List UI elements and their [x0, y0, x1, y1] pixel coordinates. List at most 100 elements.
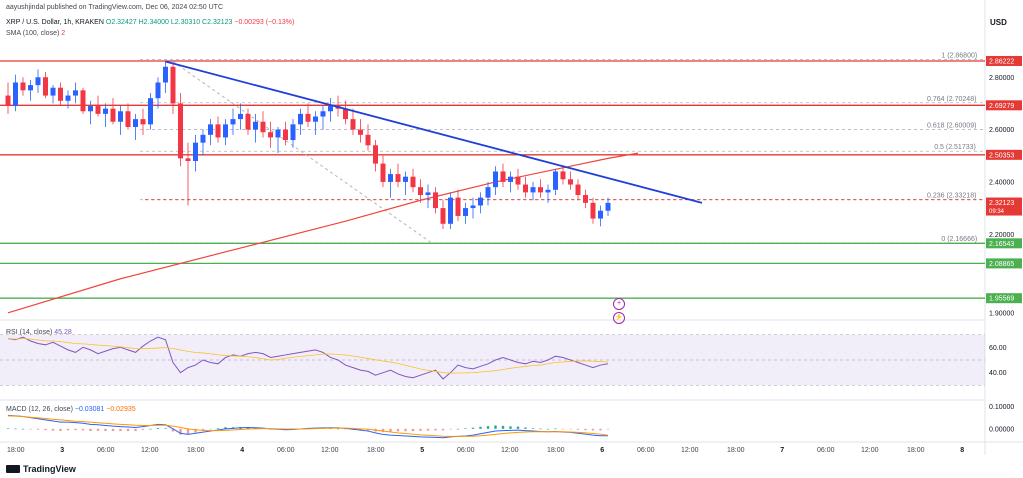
candle-body	[298, 113, 303, 125]
candle-body	[260, 121, 266, 133]
candle-body	[5, 95, 11, 107]
candle-body	[485, 187, 491, 198]
candle-body	[13, 82, 18, 107]
macd-histogram-bar	[419, 428, 422, 431]
macd-histogram-bar	[111, 428, 115, 432]
y-tick-label: 2.80000	[989, 75, 1014, 82]
resistance-price-label: 2.86222	[989, 58, 1014, 65]
macd-tick-label: 0.10000	[989, 404, 1014, 411]
macd-histogram-bar	[434, 428, 437, 431]
support-price-tag	[986, 258, 1022, 269]
macd-histogram-bar	[21, 428, 25, 430]
symbol-legend[interactable]: XRP / U.S. Dollar, 1h, KRAKEN O2.32427 H…	[6, 19, 294, 26]
candle-body	[95, 106, 101, 114]
macd-histogram-bar	[404, 428, 407, 432]
macd-histogram-bar	[516, 426, 520, 429]
x-tick-label: 06:00	[97, 447, 115, 454]
x-tick-label: 18:00	[187, 447, 205, 454]
macd-histogram-bar	[14, 428, 17, 430]
macd-histogram-bar	[6, 428, 10, 429]
candle-body	[88, 106, 93, 112]
macd-histogram-bar	[44, 428, 47, 431]
macd-histogram-bar	[449, 428, 452, 430]
ohlc-change: −0.00293 (−0.13%)	[234, 19, 295, 26]
lightning-icon[interactable]: ⚡	[613, 312, 625, 324]
support-price-label: 2.08865	[989, 261, 1014, 268]
macd-histogram-bar	[96, 428, 100, 431]
candle-body	[245, 113, 251, 130]
macd-histogram-bar	[411, 428, 415, 432]
x-tick-label: 12:00	[141, 447, 159, 454]
candle-body	[568, 179, 573, 185]
macd-histogram-bar	[171, 428, 175, 432]
candle-body	[178, 103, 183, 159]
macd-histogram-bar	[74, 428, 77, 431]
resistance-price-tag	[986, 100, 1022, 111]
candle-body	[275, 129, 281, 138]
candle-body	[373, 145, 378, 164]
rsi-legend[interactable]: RSI (14, close) 45.28	[6, 329, 72, 336]
candle-body	[493, 171, 498, 188]
macd-histogram-bar	[224, 427, 227, 429]
rsi-label: RSI (14, close)	[6, 329, 53, 336]
macd-histogram-bar	[149, 428, 152, 430]
macd-histogram-bar	[599, 428, 602, 431]
add-alert-icon[interactable]: +	[613, 298, 625, 310]
candle-body	[28, 85, 33, 91]
macd-histogram-bar	[329, 428, 332, 429]
x-tick-label: 06:00	[637, 447, 655, 454]
candle-body	[43, 77, 48, 96]
candle-body	[515, 176, 521, 185]
candle-body	[118, 111, 123, 122]
candle-body	[350, 119, 356, 130]
candle-body	[523, 184, 528, 193]
macd-histogram-bar	[591, 428, 595, 431]
support-price-tag	[986, 293, 1022, 304]
macd-histogram-bar	[66, 428, 70, 431]
candle-body	[268, 132, 273, 138]
fib-level-label: 0.618 (2.60009)	[927, 123, 976, 130]
candle-body	[215, 124, 221, 138]
macd-signal-value: −0.02935	[106, 406, 136, 413]
macd-histogram-bar	[389, 428, 392, 432]
bar-countdown-label: 09:34	[989, 209, 1005, 215]
macd-signal-line	[7, 415, 609, 437]
candle-body	[478, 197, 483, 206]
rsi-ma-line	[7, 338, 609, 374]
candle-body	[103, 108, 108, 114]
macd-histogram-bar	[36, 428, 40, 430]
macd-legend[interactable]: MACD (12, 26, close) −0.03081 −0.02935	[6, 406, 136, 413]
support-price-tag	[986, 238, 1022, 249]
candle-body	[418, 187, 423, 196]
macd-histogram-bar	[119, 428, 122, 432]
x-tick-label: 5	[420, 447, 424, 454]
macd-histogram-bar	[344, 428, 347, 430]
candle-body	[290, 124, 296, 141]
macd-histogram-bar	[201, 428, 205, 431]
sma-legend[interactable]: SMA (100, close) 2	[6, 30, 65, 37]
ohlc-open: O2.32427	[105, 19, 137, 26]
sma-line	[7, 152, 639, 314]
x-tick-label: 12:00	[501, 447, 519, 454]
candle-body	[553, 171, 558, 190]
candle-body	[365, 134, 371, 146]
candle-body	[395, 174, 401, 182]
last-price-tag	[986, 197, 1022, 216]
macd-histogram-bar	[456, 428, 460, 430]
brand-text: TradingView	[23, 464, 76, 474]
candle-body	[133, 119, 138, 127]
resistance-price-label: 2.69279	[989, 103, 1014, 110]
tradingview-logo-icon	[6, 465, 20, 473]
candle-body	[50, 87, 56, 96]
y-tick-label: 2.20000	[989, 232, 1014, 239]
sma-label: SMA (100, close)	[6, 30, 60, 37]
candle-body	[358, 129, 363, 135]
candle-body	[463, 208, 468, 216]
macd-histogram-bar	[246, 427, 250, 429]
macd-histogram-bar	[479, 426, 482, 429]
macd-histogram-bar	[524, 427, 527, 429]
candle-body	[380, 163, 386, 182]
candle-body	[170, 66, 176, 104]
candle-body	[223, 124, 228, 138]
